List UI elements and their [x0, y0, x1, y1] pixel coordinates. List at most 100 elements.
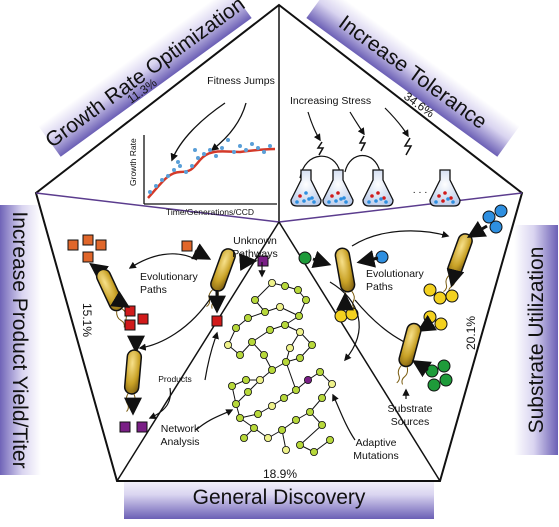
network-node [281, 357, 290, 366]
network-analysis-line2: Analysis [160, 436, 199, 448]
flask-icon [429, 169, 461, 207]
network-node [267, 401, 276, 410]
network-node [291, 415, 300, 424]
network-node [239, 433, 248, 442]
flasks-row [290, 169, 461, 207]
scatter-point [226, 138, 230, 142]
network-node [235, 413, 244, 422]
product-panel: Evolutionary Paths Products [67, 234, 269, 433]
scatter-point [202, 152, 206, 156]
substrate-sources-line2: Sources [391, 416, 430, 428]
network-node [265, 325, 274, 334]
network-node [253, 409, 262, 418]
banner-substrate-text: Substrate Utilization [525, 247, 548, 434]
network-node [327, 379, 336, 388]
network-node [294, 311, 303, 320]
scatter-point [238, 144, 242, 148]
network-node [303, 375, 312, 384]
scatter-point [172, 168, 176, 172]
substrate-paths-label-line2: Paths [366, 281, 393, 293]
network-node [227, 381, 236, 390]
network-node [291, 385, 300, 394]
network-node [255, 375, 264, 384]
percent-substrate: 20.1% [464, 316, 478, 350]
network-node [275, 302, 284, 311]
network-node [250, 295, 259, 304]
product-paths-line1: Evolutionary [140, 271, 199, 283]
scatter-point [148, 190, 152, 194]
network-node [317, 393, 326, 402]
network-node [235, 350, 244, 359]
percent-discovery: 18.9% [263, 467, 297, 481]
network-edge [299, 424, 323, 446]
network-node [243, 313, 252, 322]
unknown-pathways-line2: Pathways [232, 248, 278, 260]
network-node [277, 425, 286, 434]
scatter-point [193, 148, 197, 152]
network-node [260, 307, 269, 316]
flask-icon [362, 169, 394, 207]
network-node [223, 340, 232, 349]
product-paths-line2: Paths [140, 284, 167, 296]
scatter-point [196, 156, 200, 160]
y-axis-label: Growth Rate [128, 138, 138, 186]
network-edge [285, 361, 297, 391]
network-node [295, 353, 304, 362]
growth-curve [147, 147, 276, 199]
discovery-panel: Unknown Pathways Network Analysis Adapti… [160, 235, 398, 462]
banner-discovery-text: General Discovery [193, 486, 366, 509]
growth-scatter [148, 138, 272, 194]
network-node [241, 375, 250, 384]
network-analysis-line1: Network [161, 423, 200, 435]
scatter-point [178, 164, 182, 168]
adaptive-mutations-line1: Adaptive [356, 437, 397, 449]
flask-ellipsis: . . . [413, 184, 428, 196]
network-node [295, 327, 304, 336]
scatter-point [220, 146, 224, 150]
network-edge [254, 282, 273, 301]
lightning-icons [316, 135, 413, 156]
scatter-point [256, 146, 260, 150]
network-node [267, 278, 276, 287]
network-node [279, 393, 288, 402]
scatter-point [214, 154, 218, 158]
adaptive-mutations-line2: Mutations [353, 450, 399, 462]
network-node [285, 343, 294, 352]
network-node [281, 445, 290, 454]
x-axis-label: Time/Generations/CCD [166, 207, 254, 217]
network-node [305, 407, 314, 416]
network-node [315, 367, 324, 376]
network-node [267, 365, 276, 374]
stress-label: Increasing Stress [290, 95, 371, 107]
network-node [243, 387, 252, 396]
network-node [295, 440, 304, 449]
pentagon-dividers [35, 5, 523, 482]
flask-icon [290, 169, 322, 207]
products-label: Products [158, 374, 192, 384]
percent-product: 15.1% [80, 303, 94, 337]
scatter-point [268, 144, 272, 148]
network-node [263, 433, 272, 442]
network-node [293, 285, 302, 294]
network-node [259, 350, 268, 359]
banner-discovery: General Discovery [124, 475, 434, 519]
flask-icon [322, 169, 354, 207]
network-node [317, 420, 326, 429]
scatter-point [184, 170, 188, 174]
scatter-point [190, 164, 194, 168]
network-node [247, 337, 256, 346]
growth-rate-panel: Fitness Jumps Growth Rate Time/Generatio… [128, 75, 277, 217]
network-node [280, 281, 289, 290]
network-node [231, 323, 240, 332]
substrate-sources-line1: Substrate [388, 403, 433, 415]
unknown-pathways-line1: Unknown [233, 235, 277, 247]
network-node [231, 399, 240, 408]
scatter-point [232, 150, 236, 154]
scatter-point [262, 150, 266, 154]
scatter-point [160, 178, 164, 182]
scatter-point [244, 148, 248, 152]
fitness-jumps-label: Fitness Jumps [207, 75, 275, 87]
network-node [280, 320, 289, 329]
network-node [309, 447, 318, 456]
